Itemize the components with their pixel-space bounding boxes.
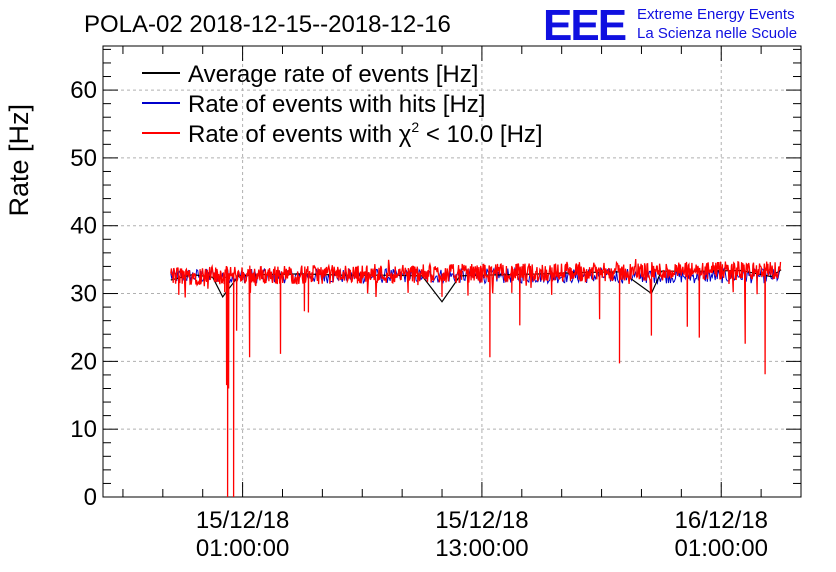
plot-frame — [102, 45, 802, 498]
series-line-chi2 — [170, 258, 782, 498]
x-tick-label-date: 16/12/18 — [675, 507, 768, 534]
y-tick-label: 50 — [70, 145, 97, 172]
series-group — [170, 258, 782, 498]
x-tick-label-date: 15/12/18 — [435, 507, 528, 534]
eee-logo-mark: EEE — [543, 1, 626, 50]
grid-lines — [103, 46, 801, 497]
y-tick-label: 20 — [70, 348, 97, 375]
y-tick-label: 60 — [70, 77, 97, 104]
eee-logo: EEE Extreme Energy Events La Scienza nel… — [543, 1, 797, 50]
y-axis-title: Rate [Hz] — [4, 104, 34, 217]
y-tick-label: 40 — [70, 213, 97, 240]
y-axis-ticks: 0 10 20 30 40 50 60 — [70, 48, 801, 511]
y-tick-label: 30 — [70, 281, 97, 308]
x-tick-label-time: 01:00:00 — [196, 535, 289, 562]
y-tick-label: 0 — [84, 484, 97, 511]
legend-label: Rate of events with hits [Hz] — [188, 91, 485, 118]
chart-title: POLA-02 2018-12-15--2018-12-16 — [84, 11, 451, 38]
x-tick-label-time: 13:00:00 — [435, 535, 528, 562]
legend-label: Rate of events with χ2 < 10.0 [Hz] — [188, 119, 543, 148]
eee-logo-line2: La Scienza nelle Scuole — [637, 25, 797, 42]
y-tick-label: 10 — [70, 416, 97, 443]
x-tick-label-time: 01:00:00 — [675, 535, 768, 562]
x-tick-label-date: 15/12/18 — [196, 507, 289, 534]
legend: Average rate of events [Hz] Rate of event… — [142, 61, 543, 148]
eee-logo-line1: Extreme Energy Events — [637, 6, 795, 23]
plot-border — [102, 45, 802, 498]
legend-label: Average rate of events [Hz] — [188, 61, 478, 88]
x-axis-ticks: 15/12/1801:00:0015/12/1813:00:0016/12/18… — [122, 46, 802, 562]
